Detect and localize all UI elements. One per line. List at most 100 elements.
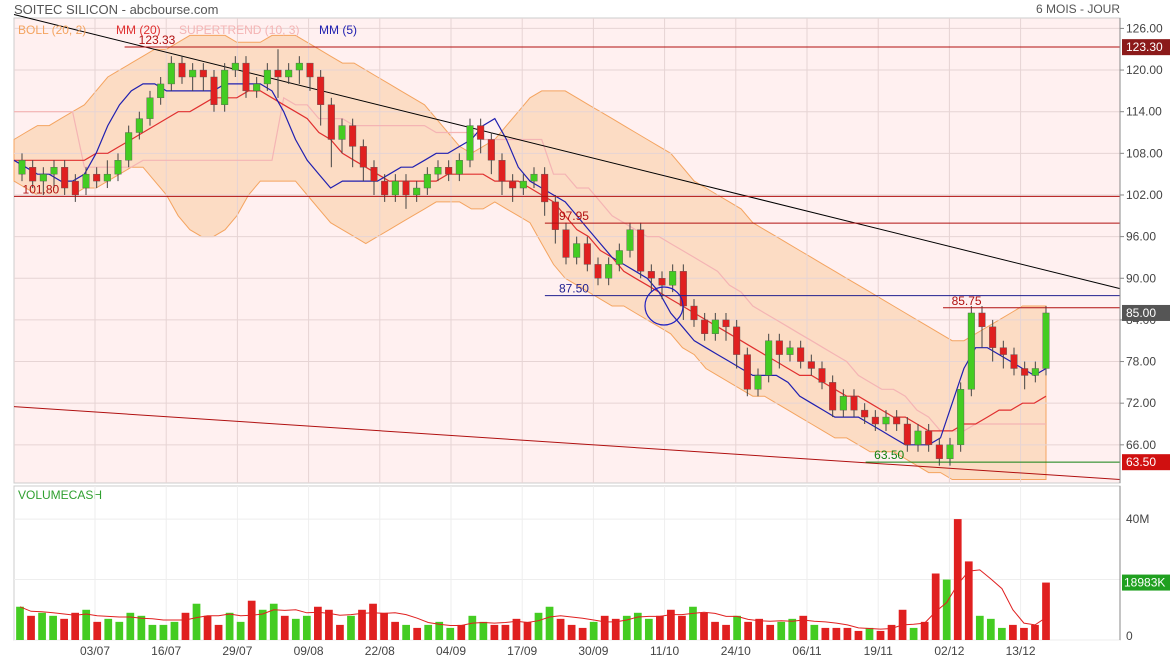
x-tick-label: 24/10: [721, 644, 751, 658]
volume-tick-label: 40M: [1126, 512, 1149, 526]
volume-bar: [258, 609, 267, 640]
candle: [381, 180, 389, 196]
volume-bar: [159, 624, 168, 640]
y-tick-label: 96.00: [1126, 230, 1156, 244]
candle: [242, 62, 250, 92]
volume-bar: [909, 627, 918, 640]
volume-badge-label: 18983K: [1124, 576, 1165, 590]
candle: [530, 173, 538, 182]
x-tick-label: 13/12: [1006, 644, 1036, 658]
candle: [498, 160, 506, 182]
candle: [914, 430, 922, 446]
candle: [818, 368, 826, 383]
trendline: [13, 14, 1121, 290]
candle: [82, 173, 90, 189]
candle: [893, 416, 901, 425]
volume-bar: [16, 606, 24, 640]
volume-bar: [1020, 627, 1028, 640]
candle: [93, 173, 101, 182]
candle: [839, 396, 847, 411]
volume-bar: [986, 618, 995, 640]
candle: [295, 62, 303, 71]
volume-bar: [733, 615, 741, 640]
volume-bar: [1031, 624, 1039, 640]
candle: [989, 326, 997, 348]
candle: [967, 312, 975, 390]
volume-bar: [347, 615, 355, 640]
volume-bar: [810, 624, 819, 640]
volume-bar: [38, 612, 46, 640]
candle: [423, 173, 431, 189]
x-tick-label: 29/07: [222, 644, 252, 658]
y-tick-label: 126.00: [1126, 21, 1163, 35]
y-tick-label: 102.00: [1126, 188, 1163, 202]
candle: [338, 125, 346, 140]
candle: [861, 409, 869, 418]
volume-bar: [865, 627, 874, 640]
candle: [925, 430, 933, 446]
volume-badge: [1122, 574, 1170, 591]
candle: [573, 243, 581, 258]
candle: [189, 69, 197, 78]
volume-bar: [876, 630, 885, 640]
price-badge: [1122, 304, 1170, 321]
volume-bar: [689, 606, 697, 640]
candle: [541, 173, 549, 203]
volume-bar: [225, 612, 234, 640]
volume-bar: [82, 609, 91, 640]
volume-bar: [644, 618, 653, 640]
volume-bar: [799, 615, 808, 640]
candle: [786, 347, 794, 355]
candle: [50, 167, 58, 175]
volume-bar: [556, 618, 565, 640]
candle: [935, 444, 943, 459]
circle-annotation: [644, 286, 684, 326]
candle: [797, 347, 805, 362]
volume-bar: [49, 615, 57, 640]
y-tick-label: 72.00: [1126, 396, 1156, 410]
price-badge: [1122, 454, 1170, 471]
x-tick-label: 17/09: [507, 644, 537, 658]
volume-bar: [678, 615, 686, 640]
volume-bar: [722, 624, 730, 640]
candle: [253, 83, 261, 92]
x-tick-label: 04/09: [436, 644, 466, 658]
candle: [733, 326, 741, 355]
legend-entry: BOLL (20, 2): [18, 23, 86, 37]
candle: [669, 271, 677, 286]
candle: [114, 160, 122, 175]
volume-bar: [854, 630, 863, 640]
candle: [39, 173, 47, 182]
candle: [978, 312, 986, 328]
volume-bar: [600, 615, 609, 640]
y-tick-label: 108.00: [1126, 146, 1163, 160]
price-badge-label: 63.50: [1126, 455, 1156, 469]
candle: [327, 104, 335, 140]
volume-bar: [457, 624, 466, 640]
volume-bar: [391, 621, 399, 640]
volume-bar: [667, 609, 675, 640]
y-tick-label: 120.00: [1126, 63, 1163, 77]
volume-bar: [71, 612, 80, 640]
y-tick-label: 90.00: [1126, 271, 1156, 285]
volume-bar: [336, 624, 344, 640]
volume-bar: [567, 624, 576, 640]
volume-bar: [1009, 624, 1017, 640]
candle: [882, 416, 890, 425]
volume-bar: [545, 606, 554, 640]
candle: [957, 389, 965, 446]
volume-bar: [325, 609, 333, 640]
candle: [167, 62, 175, 85]
candle: [359, 146, 367, 168]
candle: [647, 271, 655, 279]
volume-bar: [115, 621, 124, 640]
volume-bar: [843, 627, 852, 640]
candle: [210, 76, 218, 105]
volume-bar: [975, 615, 984, 640]
price-badge: [1122, 39, 1170, 56]
volume-bar: [148, 624, 157, 640]
volume-bar: [766, 624, 775, 640]
volume-bar: [214, 624, 223, 640]
candle: [221, 69, 229, 105]
